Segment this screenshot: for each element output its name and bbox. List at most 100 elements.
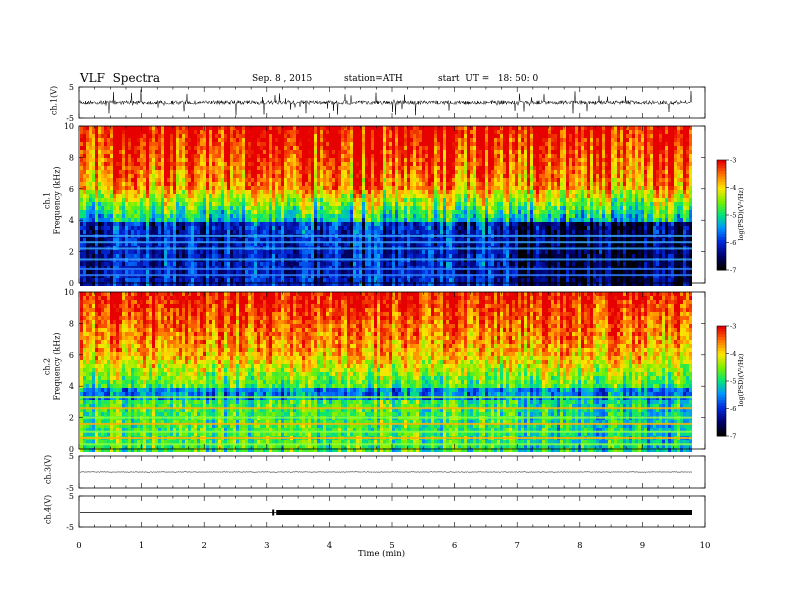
ch1-spectrogram-cell: [119, 158, 122, 162]
ch1-spectrogram-cell: [143, 230, 146, 234]
ch1-spectrogram-cell: [206, 130, 209, 134]
ch1-spectrogram-cell: [107, 150, 110, 154]
ch1-spectrogram-cell: [239, 150, 242, 154]
ch1-spectrogram-cell: [239, 202, 242, 206]
ch1-spectrogram-cell: [275, 214, 278, 218]
ch1-spectrogram-cell: [431, 242, 434, 246]
ch1-spectrogram-cell: [440, 222, 443, 226]
ch1-spectrogram-cell: [206, 198, 209, 202]
ch1-spectrogram-cell: [299, 282, 302, 286]
ch1-spectrogram-cell: [269, 254, 272, 258]
ch1-spectrogram-cell: [182, 230, 185, 234]
ch1-spectrogram-cell: [191, 270, 194, 274]
ch1-spectrogram-cell: [167, 190, 170, 194]
ch1-spectrogram-cell: [269, 250, 272, 254]
ch1-spectrogram-cell: [227, 162, 230, 166]
ch1-spectrogram-cell: [347, 134, 350, 138]
ch1-spectrogram-cell: [392, 222, 395, 226]
ch1-spectrogram-cell: [254, 202, 257, 206]
ch1-spectrogram-cell: [89, 142, 92, 146]
ch1-spectrogram-cell: [395, 202, 398, 206]
ch1-spectrogram-cell: [422, 130, 425, 134]
ch1-spectrogram-cell: [161, 182, 164, 186]
ch1-spectrogram-cell: [332, 190, 335, 194]
ch1-spectrogram-cell: [173, 206, 176, 210]
ch1-spectrogram-cell: [311, 134, 314, 138]
ch1-spectrogram-cell: [383, 206, 386, 210]
ch1-spectrogram-cell: [335, 238, 338, 242]
ch1-spectrogram-cell: [251, 182, 254, 186]
ch1-spectrogram-cell: [344, 182, 347, 186]
ch1-spectrogram-cell: [296, 278, 299, 282]
ch1-spectrogram-cell: [92, 214, 95, 218]
ch1-spectrogram-cell: [308, 270, 311, 274]
ch1-spectrogram-cell: [428, 138, 431, 142]
ch1-spectrogram-cell: [173, 226, 176, 230]
ch1-spectrogram-cell: [248, 254, 251, 258]
ch1-spectrogram-cell: [284, 158, 287, 162]
ch1-spectrogram-cell: [335, 138, 338, 142]
ch1-spectrogram-cell: [359, 138, 362, 142]
ch1-spectrogram-cell: [119, 154, 122, 158]
ch1-spectrogram-cell: [386, 278, 389, 282]
ch1-spectrogram-cell: [80, 242, 83, 246]
ch1-spectrogram-cell: [248, 162, 251, 166]
ch1-spectrogram-cell: [194, 278, 197, 282]
ch1-spectrogram-cell: [86, 218, 89, 222]
ch1-spectrogram-cell: [302, 190, 305, 194]
ch1-spectrogram-cell: [428, 282, 431, 286]
ch1-spectrogram-cell: [248, 130, 251, 134]
ch1-spectrogram-cell: [218, 134, 221, 138]
ch1-spectrogram-cell: [389, 194, 392, 198]
ch1-spectrogram-cell: [335, 182, 338, 186]
ch1-spectrogram-cell: [260, 166, 263, 170]
ch1-spectrogram-cell: [140, 222, 143, 226]
ch1-spectrogram-cell: [212, 154, 215, 158]
ch1-spectrogram-cell: [125, 150, 128, 154]
ch1-spectrogram-cell: [122, 174, 125, 178]
ch1-spectrogram-cell: [95, 170, 98, 174]
ch1-spectrogram-cell: [185, 262, 188, 266]
ch1-spectrogram-cell: [191, 166, 194, 170]
ch1-spectrogram-cell: [227, 174, 230, 178]
ch1-spectrogram-cell: [260, 254, 263, 258]
ch1-spectrogram-cell: [413, 218, 416, 222]
ch1-spectrogram-cell: [155, 150, 158, 154]
ch1-spectrogram-cell: [401, 142, 404, 146]
ch1-spectrogram-cell: [341, 150, 344, 154]
ch1-spectrogram-cell: [149, 198, 152, 202]
ch1-spectrogram-cell: [254, 178, 257, 182]
ch1-spectrogram-cell: [398, 186, 401, 190]
ch1-spectrogram-cell: [260, 186, 263, 190]
ch1-spectrogram-cell: [119, 194, 122, 198]
ch1-spectrogram-cell: [425, 262, 428, 266]
ch1-spectrogram-cell: [422, 182, 425, 186]
ch1-spectrogram-cell: [407, 134, 410, 138]
ch1-spectrogram-cell: [263, 250, 266, 254]
ch1-spectrogram-cell: [419, 158, 422, 162]
ch1-spectrogram-cell: [350, 174, 353, 178]
ch1-spectrogram-cell: [149, 154, 152, 158]
ch1-spectrogram-cell: [263, 178, 266, 182]
ch1-spectrogram-cell: [377, 242, 380, 246]
ch1-spectrogram-cell: [440, 194, 443, 198]
ch1-spectrogram-cell: [329, 210, 332, 214]
ch1-spectrogram-cell: [383, 134, 386, 138]
ch1-spectrogram-cell: [218, 242, 221, 246]
ch1-spectrogram-cell: [446, 186, 449, 190]
ch1-spectrogram-cell: [410, 218, 413, 222]
ch1-spectrogram-cell: [317, 250, 320, 254]
ch1-spectrogram-cell: [296, 182, 299, 186]
ch1-spectrogram-cell: [410, 214, 413, 218]
ch1-spectrogram-cell: [125, 202, 128, 206]
ch1-spectrogram-cell: [98, 182, 101, 186]
ch1-spectrogram-cell: [299, 226, 302, 230]
ch1-spectrogram-cell: [443, 270, 446, 274]
ch1-spectrogram-cell: [242, 134, 245, 138]
ch1-spectrogram-cell: [392, 146, 395, 150]
ch1-spectrogram-cell: [116, 130, 119, 134]
ch1-spectrogram-cell: [410, 166, 413, 170]
ch1-spectrogram-cell: [86, 214, 89, 218]
ch1-spectrogram-cell: [299, 134, 302, 138]
